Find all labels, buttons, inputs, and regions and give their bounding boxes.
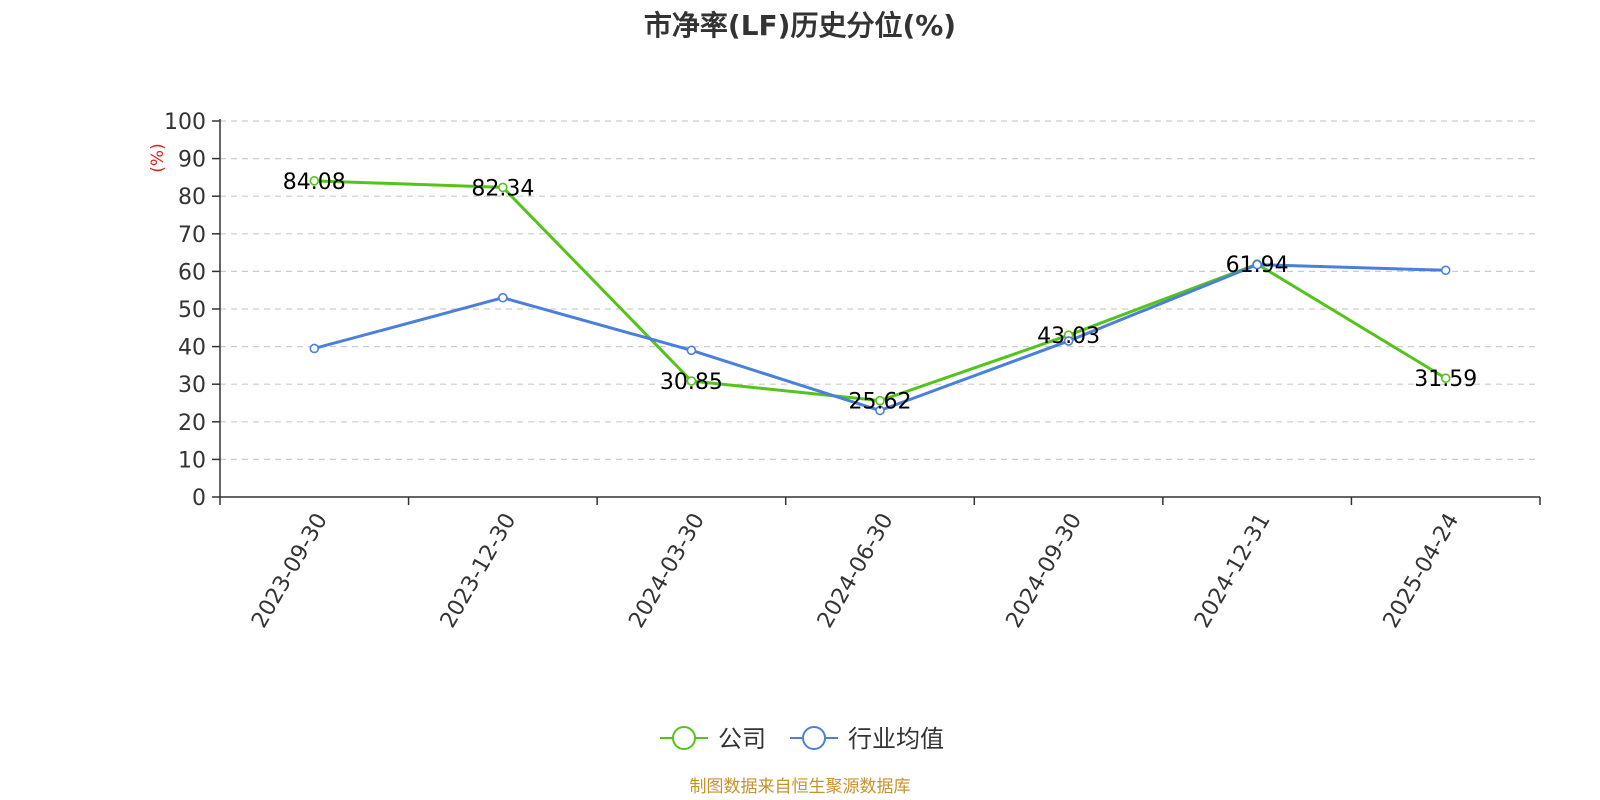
grid-lines [220,120,1540,460]
data-label: 31.59 [1414,367,1477,392]
data-point [309,176,320,186]
x-tick-label: 2024-06-30 [813,509,899,632]
y-tick-label: 20 [178,411,206,436]
y-tick-label: 30 [178,373,206,398]
data-point [1252,259,1262,270]
data-point [1440,373,1451,384]
y-tick-label: 0 [192,486,206,511]
series-line-0 [314,179,1447,403]
data-point [309,343,320,354]
y-tick-label: 50 [178,298,206,323]
data-point [686,345,697,356]
legend-marker-1 [802,726,826,750]
y-tick-label: 80 [178,185,206,210]
data-label: 25.62 [849,390,912,415]
data-label: 30.85 [660,370,723,395]
y-axis-unit-label: (%) [148,143,168,172]
x-tick-label: 2023-12-30 [436,509,522,632]
data-label: 61.94 [1226,253,1289,278]
y-tick-label: 60 [178,260,206,285]
x-tick-label: 2024-03-30 [624,509,710,632]
data-point [1440,265,1451,276]
data-point [498,182,508,193]
data-point [686,376,697,386]
y-tick-label: 10 [178,448,206,473]
x-tick-label: 2025-04-24 [1379,509,1465,632]
legend-marker-0 [672,726,696,750]
data-label: 82.34 [471,176,534,201]
y-tick-label: 100 [164,110,206,135]
source-note: 制图数据来自恒生聚源数据库 [690,777,911,797]
chart-title: 市净率(LF)历史分位(%) [643,9,957,42]
legend-label-0: 公司 [718,725,766,753]
data-point [875,395,885,406]
data-point [1063,336,1074,346]
y-tick-label: 90 [178,148,206,173]
x-tick-label: 2024-12-31 [1190,509,1276,632]
data-label: 43.03 [1037,324,1100,349]
x-tick-label: 2024-09-30 [1002,509,1088,632]
legend[interactable]: 公司 行业均值 [660,725,944,753]
series-lines [309,176,1451,416]
x-tick-label: 2023-09-30 [247,509,333,632]
legend-label-1: 行业均值 [848,725,944,753]
data-label: 84.08 [283,170,346,195]
data-point [498,292,508,303]
series-line-1 [313,263,1446,413]
data-point [875,405,885,416]
axes: 0 10 20 30 40 50 60 70 80 90 100 2023-09-30 2023-12-… [164,110,1541,632]
y-tick-label: 70 [178,223,206,248]
data-labels: 84.08 82.34 30.85 25.62 43.03 61.94 31.59 [283,170,1477,415]
y-tick-label: 40 [178,336,206,361]
